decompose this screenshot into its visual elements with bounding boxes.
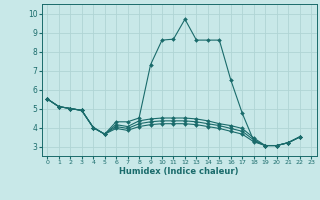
X-axis label: Humidex (Indice chaleur): Humidex (Indice chaleur): [119, 167, 239, 176]
